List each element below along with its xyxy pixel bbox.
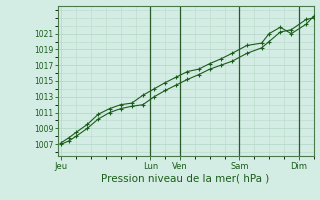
X-axis label: Pression niveau de la mer( hPa ): Pression niveau de la mer( hPa ): [101, 173, 270, 183]
